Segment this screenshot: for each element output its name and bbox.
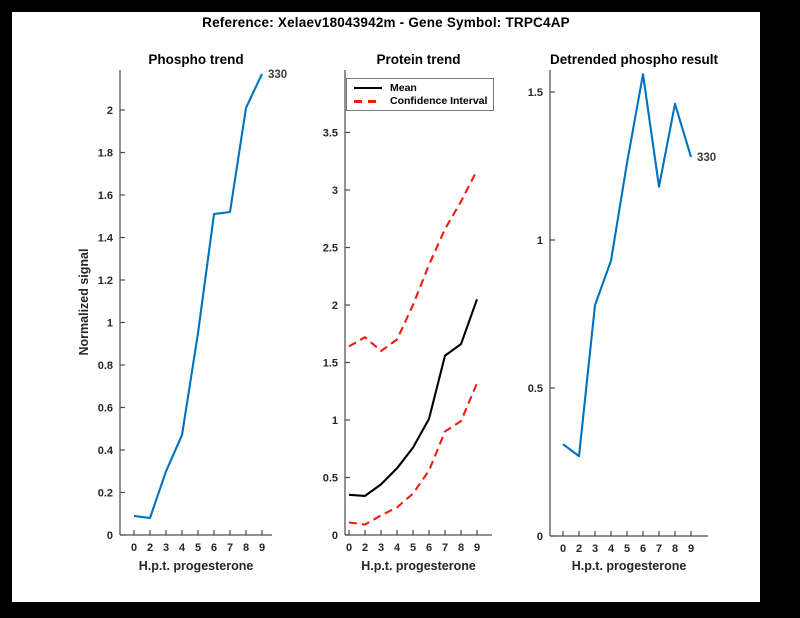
plot2-y-tick-label: 1.5 xyxy=(323,358,338,370)
plot3-x-tick-label: 4 xyxy=(608,543,615,555)
legend-label-mean: Mean xyxy=(390,82,417,94)
plot3-series-detrended-phospho-signal xyxy=(562,73,693,458)
plot3-x-tick-label: 3 xyxy=(592,543,598,555)
plot3-x-tick-label: 9 xyxy=(688,543,694,555)
plot3-y-tick-label: 0 xyxy=(537,531,543,543)
legend-entry-mean: Mean xyxy=(354,82,493,94)
plot2-x-tick-label: 5 xyxy=(410,542,416,554)
figure-canvas: Reference: Xelaev18043942m - Gene Symbol… xyxy=(12,12,760,602)
plot3-xlabel: H.p.t. progesterone xyxy=(571,559,687,573)
plot2-y-tick-label: 0 xyxy=(332,530,338,542)
plot2-y-tick-label: 2 xyxy=(332,300,338,312)
plot2-legend: Mean Confidence Interval xyxy=(346,78,494,111)
plot3-y-tick-label: 1 xyxy=(537,235,543,247)
plot1-x-tick-label: 0 xyxy=(131,542,137,554)
plot1-x-tick-label: 4 xyxy=(179,542,186,554)
plot1-x-tick-label: 3 xyxy=(163,542,169,554)
plot2-x-tick-label: 3 xyxy=(378,542,384,554)
plot1-x-tick-label: 7 xyxy=(227,542,233,554)
plot2-y-tick-label: 3.5 xyxy=(323,128,338,140)
plot2-y-tick-label: 0.5 xyxy=(323,473,338,485)
figure-title: Reference: Xelaev18043942m - Gene Symbol… xyxy=(202,15,570,30)
plot1-y-tick-label: 1 xyxy=(107,318,113,330)
plot1-y-tick-label: 0.8 xyxy=(98,360,113,372)
plot1-y-tick-label: 0.4 xyxy=(98,445,114,457)
plot1-end-label: 330 xyxy=(268,69,287,81)
plot1-x-tick-label: 2 xyxy=(147,542,153,554)
plot3-y-tick-label: 1.5 xyxy=(528,87,543,99)
plot2-x-tick-label: 4 xyxy=(394,542,401,554)
plot2-x-tick-label: 7 xyxy=(442,542,448,554)
plot1-y-tick-label: 0.6 xyxy=(98,403,113,415)
plot1-xlabel: H.p.t. progesterone xyxy=(138,559,254,573)
plot1-title: Phospho trend xyxy=(148,52,244,67)
plot1-x-tick-label: 9 xyxy=(259,542,265,554)
plot1-y-tick-label: 1.6 xyxy=(98,190,113,202)
confidence-interval-line-sample-icon xyxy=(354,99,382,103)
mean-line-sample-icon xyxy=(354,87,382,89)
plot2-title: Protein trend xyxy=(376,52,461,67)
plot3-title: Detrended phospho result xyxy=(550,52,719,67)
plot2-y-tick-label: 3 xyxy=(332,185,338,197)
plot3-x-tick-label: 6 xyxy=(640,543,646,555)
plot1-y-tick-label: 2 xyxy=(107,105,113,117)
plot1-x-tick-label: 8 xyxy=(243,542,249,554)
plot2-xlabel: H.p.t. progesterone xyxy=(361,559,476,573)
plot2-x-tick-label: 9 xyxy=(474,542,480,554)
plot1-x-tick-label: 5 xyxy=(195,542,201,554)
plot3-x-tick-label: 8 xyxy=(672,543,678,555)
plots-svg: 00.20.40.60.811.21.41.61.820 2 3 4 5 6 7 8 93300… xyxy=(98,69,716,555)
plot2-x-tick-label: 6 xyxy=(426,542,432,554)
plot1-y-tick-label: 0.2 xyxy=(98,488,113,500)
plot3-x-tick-label: 5 xyxy=(624,543,630,555)
plot3-x-tick-label: 2 xyxy=(576,543,582,555)
plot3-end-label: 330 xyxy=(697,152,716,164)
plot2-y-tick-label: 2.5 xyxy=(323,243,338,255)
plot2-series-mean xyxy=(348,298,478,497)
plot1-y-tick-label: 1.4 xyxy=(98,233,114,245)
legend-entry-confidence-interval: Confidence Interval xyxy=(354,95,493,107)
plot3-x-tick-label: 0 xyxy=(560,543,566,555)
plot1-y-tick-label: 1.2 xyxy=(98,275,113,287)
plot2-x-tick-label: 8 xyxy=(458,542,464,554)
plot3-x-tick-label: 7 xyxy=(656,543,662,555)
plot2-x-tick-label: 2 xyxy=(362,542,368,554)
plot3-y-tick-label: 0.5 xyxy=(528,383,543,395)
plot1-y-tick-label: 0 xyxy=(107,530,113,542)
plot1-x-tick-label: 6 xyxy=(211,542,217,554)
legend-label-confidence-interval: Confidence Interval xyxy=(390,95,488,107)
plot2-y-tick-label: 1 xyxy=(332,415,338,427)
plot1-series-phospho-signal xyxy=(133,73,263,520)
plot2-series-confidence-interval-upper xyxy=(348,169,478,353)
plot1-y-tick-label: 1.8 xyxy=(98,148,113,160)
plot2-x-tick-label: 0 xyxy=(346,542,352,554)
plot2-series-confidence-interval-lower xyxy=(348,382,478,526)
plot1-ylabel: Normalized signal xyxy=(77,248,91,356)
